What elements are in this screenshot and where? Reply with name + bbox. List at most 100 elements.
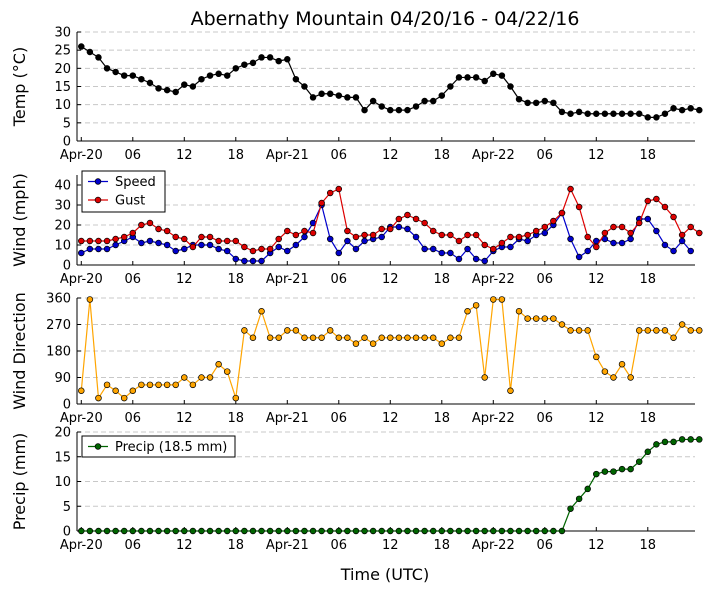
precip-18-5-mm-point xyxy=(464,527,471,535)
temperature-point xyxy=(318,90,325,98)
temperature-point xyxy=(120,72,128,79)
speed-point xyxy=(610,239,617,247)
speed-point xyxy=(670,247,677,255)
precip-18-5-mm-point xyxy=(421,527,428,535)
precip-18-5-mm-point xyxy=(112,527,119,535)
wind-x-tick-label: 18 xyxy=(434,272,451,287)
gust-point xyxy=(696,229,703,237)
wind-direction-point xyxy=(361,334,368,342)
precip-18-5-mm-point xyxy=(266,527,274,535)
precip-18-5-mm-point xyxy=(198,527,205,535)
temperature-point xyxy=(163,86,171,94)
temperature-x-tick-label: 18 xyxy=(434,148,451,163)
wind-direction-y-tick-label: 360 xyxy=(46,292,71,307)
speed-point xyxy=(472,255,480,263)
wind-x-tick-label: 06 xyxy=(125,272,142,287)
wind-direction-point xyxy=(610,374,617,381)
wind-direction-point xyxy=(309,334,317,342)
wind-direction-point xyxy=(490,296,497,303)
wind-direction-point xyxy=(120,394,128,402)
wind-legend-box xyxy=(81,170,166,213)
speed-point xyxy=(395,223,403,231)
precip-y-tick-label: 0 xyxy=(63,525,71,540)
temperature-point xyxy=(112,68,119,76)
precip-y-tick-label: 5 xyxy=(63,500,71,515)
temperature-y-tick-label: 5 xyxy=(63,116,71,131)
wind-direction-y-tick-label: 90 xyxy=(54,371,71,386)
wind-direction-point xyxy=(181,374,188,381)
gust-point xyxy=(601,229,609,237)
speed-point xyxy=(326,235,334,243)
speed-point xyxy=(644,215,652,223)
temperature-point xyxy=(275,57,282,65)
precip-18-5-mm-point xyxy=(610,468,617,475)
wind-direction-x-tick-label: Apr-20 xyxy=(60,411,103,426)
gust-point xyxy=(387,225,394,233)
precip-x-tick-label: 18 xyxy=(434,538,451,553)
gust-point xyxy=(670,213,677,221)
speed-point xyxy=(155,239,162,247)
gust-point xyxy=(103,237,111,245)
temperature-point xyxy=(541,97,549,105)
temperature-point xyxy=(575,108,583,116)
wind-direction-point xyxy=(601,368,609,375)
gust-point xyxy=(284,227,291,235)
precip-18-5-mm-point xyxy=(472,527,480,535)
precip-18-5-mm-point xyxy=(653,441,660,448)
gust-point xyxy=(369,231,377,239)
speed-point xyxy=(412,233,420,241)
gust-point xyxy=(163,227,171,235)
speed-point xyxy=(172,247,179,255)
gust-point xyxy=(78,237,85,245)
gust-point xyxy=(138,221,145,229)
precip-18-5-mm-point xyxy=(567,505,574,512)
wind-direction-point xyxy=(627,374,634,381)
temperature-point xyxy=(507,83,514,90)
temperature-point xyxy=(687,105,694,112)
gust-point xyxy=(687,223,694,231)
wind-direction-x-tick-label: 18 xyxy=(228,411,245,426)
precip-18-5-mm-point xyxy=(507,527,514,535)
speed-point xyxy=(627,235,634,243)
precip-18-5-mm-point xyxy=(395,527,403,535)
precip-x-tick-label: 12 xyxy=(588,538,605,553)
precip-18-5-mm-point xyxy=(524,527,531,535)
wind-direction-point xyxy=(223,368,231,375)
wind-x-tick-label: 12 xyxy=(588,272,605,287)
speed-point xyxy=(584,247,591,255)
temperature-point xyxy=(344,94,351,101)
wind-y-tick-label: 30 xyxy=(54,199,71,214)
precip-18-5-mm-point xyxy=(181,527,188,535)
wind-direction-point xyxy=(275,334,282,342)
precip-18-5-mm-point xyxy=(120,527,128,535)
temperature-panel: 0 5 10 15 20 25 30 Apr-20 06 12 18 Apr-21 06 12 18 Apr-… xyxy=(10,26,703,163)
wind-direction-point xyxy=(103,381,111,389)
speed-point xyxy=(344,237,351,245)
precip-18-5-mm-point xyxy=(95,527,102,535)
gust-point xyxy=(464,231,471,239)
wind-direction-point xyxy=(472,302,480,309)
precip-18-5-mm-point xyxy=(541,527,549,535)
wind-direction-x-tick-label: 06 xyxy=(125,411,142,426)
gust-point xyxy=(404,211,411,219)
gust-point xyxy=(292,231,300,239)
legend-label: Gust xyxy=(115,194,145,209)
speed-point xyxy=(103,245,111,253)
wind-legend: Speed Gust xyxy=(81,170,166,213)
speed-point xyxy=(275,243,282,251)
precip-18-5-mm-point xyxy=(661,438,669,446)
wind-direction-point xyxy=(378,334,385,342)
wind-direction-point xyxy=(515,308,523,315)
temperature-point xyxy=(361,106,368,114)
temperature-x-tick-label: 06 xyxy=(331,148,348,163)
gust-point xyxy=(610,223,617,231)
speed-point xyxy=(352,245,360,253)
precip-x-tick-label: 12 xyxy=(176,538,193,553)
wind-direction-point xyxy=(241,327,248,334)
legend-swatch-marker xyxy=(94,443,102,450)
precip-x-tick-label: 12 xyxy=(382,538,399,553)
precip-18-5-mm-point xyxy=(515,527,523,535)
temperature-point xyxy=(326,90,334,98)
precip-18-5-mm-point xyxy=(550,527,557,535)
gust-point xyxy=(481,241,488,249)
